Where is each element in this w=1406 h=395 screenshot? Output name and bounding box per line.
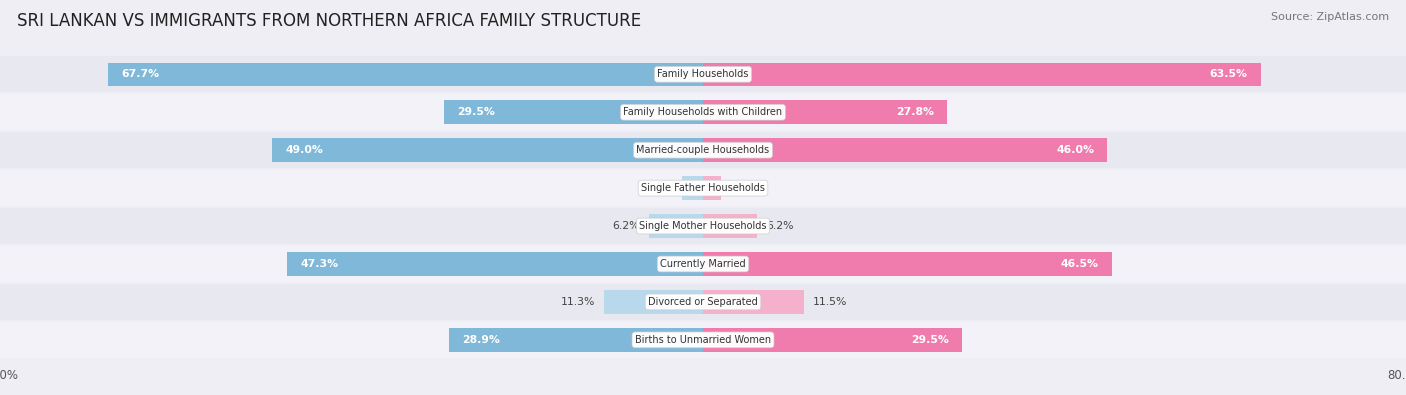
Text: 46.5%: 46.5% (1060, 259, 1098, 269)
Text: 47.3%: 47.3% (301, 259, 339, 269)
Bar (0, 132, 1406, 168)
Text: 11.3%: 11.3% (561, 297, 595, 307)
Text: SRI LANKAN VS IMMIGRANTS FROM NORTHERN AFRICA FAMILY STRUCTURE: SRI LANKAN VS IMMIGRANTS FROM NORTHERN A… (17, 12, 641, 30)
Text: Single Mother Households: Single Mother Households (640, 221, 766, 231)
Text: 29.5%: 29.5% (911, 335, 949, 345)
Text: Family Households with Children: Family Households with Children (623, 107, 783, 117)
Bar (703, 328, 962, 352)
Bar (0, 56, 1406, 92)
Text: 29.5%: 29.5% (457, 107, 495, 117)
Bar (703, 100, 948, 124)
Text: 67.7%: 67.7% (121, 69, 159, 79)
Text: Married-couple Households: Married-couple Households (637, 145, 769, 155)
Text: Family Households: Family Households (658, 69, 748, 79)
Text: Currently Married: Currently Married (661, 259, 745, 269)
Text: Divorced or Separated: Divorced or Separated (648, 297, 758, 307)
Bar (449, 328, 703, 352)
Bar (703, 176, 721, 200)
Bar (0, 284, 1406, 320)
Bar (108, 62, 703, 86)
Bar (444, 100, 703, 124)
Text: 6.2%: 6.2% (612, 221, 640, 231)
Bar (648, 214, 703, 238)
Text: Source: ZipAtlas.com: Source: ZipAtlas.com (1271, 12, 1389, 22)
Bar (703, 214, 758, 238)
Text: Births to Unmarried Women: Births to Unmarried Women (636, 335, 770, 345)
Text: Single Father Households: Single Father Households (641, 183, 765, 193)
Bar (0, 170, 1406, 206)
Text: 2.1%: 2.1% (730, 183, 758, 193)
Bar (0, 322, 1406, 358)
Text: 63.5%: 63.5% (1209, 69, 1249, 79)
Text: 2.4%: 2.4% (645, 183, 673, 193)
Bar (703, 252, 1112, 276)
Text: 11.5%: 11.5% (813, 297, 848, 307)
Text: 28.9%: 28.9% (463, 335, 501, 345)
Text: 46.0%: 46.0% (1056, 145, 1094, 155)
Bar (273, 138, 703, 162)
Bar (703, 62, 1261, 86)
Bar (0, 94, 1406, 130)
Bar (287, 252, 703, 276)
Bar (703, 290, 804, 314)
Text: 27.8%: 27.8% (896, 107, 934, 117)
Bar (682, 176, 703, 200)
Bar (0, 246, 1406, 282)
Text: 6.2%: 6.2% (766, 221, 794, 231)
Text: 49.0%: 49.0% (285, 145, 323, 155)
Bar (703, 138, 1108, 162)
Bar (603, 290, 703, 314)
Bar (0, 208, 1406, 244)
